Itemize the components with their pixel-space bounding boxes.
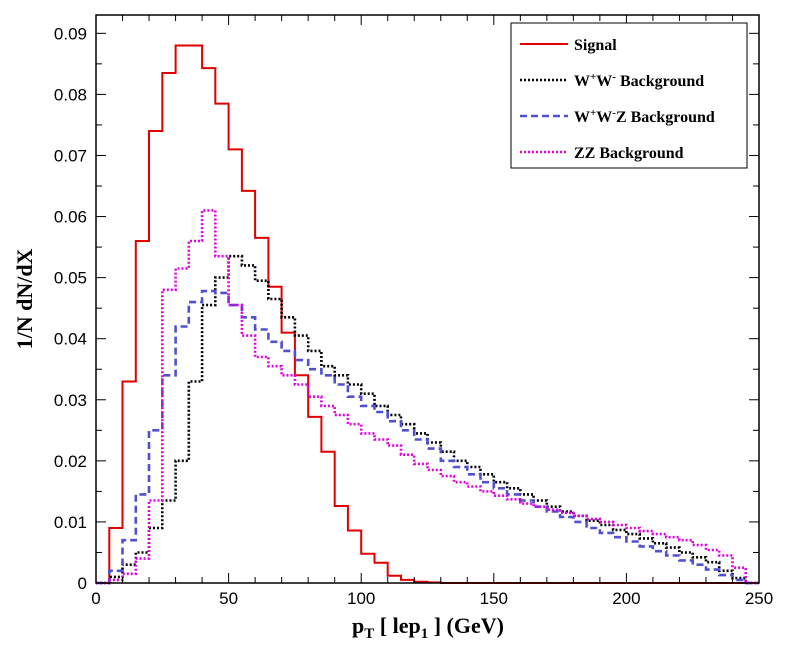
x-tick-label: 200 [612, 589, 640, 608]
legend-label: Signal [574, 37, 617, 54]
x-tick-label: 100 [347, 589, 375, 608]
y-tick-label: 0.01 [54, 513, 87, 532]
series-line-1 [96, 254, 759, 585]
legend-label: W+W- Background [574, 71, 704, 90]
y-tick-label: 0.09 [54, 24, 87, 43]
y-tick-label: 0.07 [54, 146, 87, 165]
y-tick-label: 0.08 [54, 85, 87, 104]
y-tick-label: 0.05 [54, 269, 87, 288]
series-line-3 [96, 209, 759, 585]
y-tick-label: 0.04 [54, 330, 87, 349]
series-line-2 [96, 289, 759, 585]
x-tick-label: 150 [480, 589, 508, 608]
y-axis-title: 1/N dN/dX [12, 248, 37, 349]
x-axis-title: pT [ lep1 ] (GeV) [352, 613, 504, 642]
y-tick-label: 0.02 [54, 452, 87, 471]
legend-box [510, 22, 748, 169]
x-tick-label: 0 [91, 589, 100, 608]
x-tick-label: 50 [219, 589, 238, 608]
y-tick-label: 0.03 [54, 391, 87, 410]
y-tick-label: 0.06 [54, 208, 87, 227]
y-tick-label: 0 [78, 574, 87, 593]
legend-label: W+W-Z Background [574, 107, 715, 126]
x-tick-label: 250 [745, 589, 773, 608]
plot-frame [95, 14, 760, 584]
legend-label: ZZ Background [574, 145, 684, 162]
